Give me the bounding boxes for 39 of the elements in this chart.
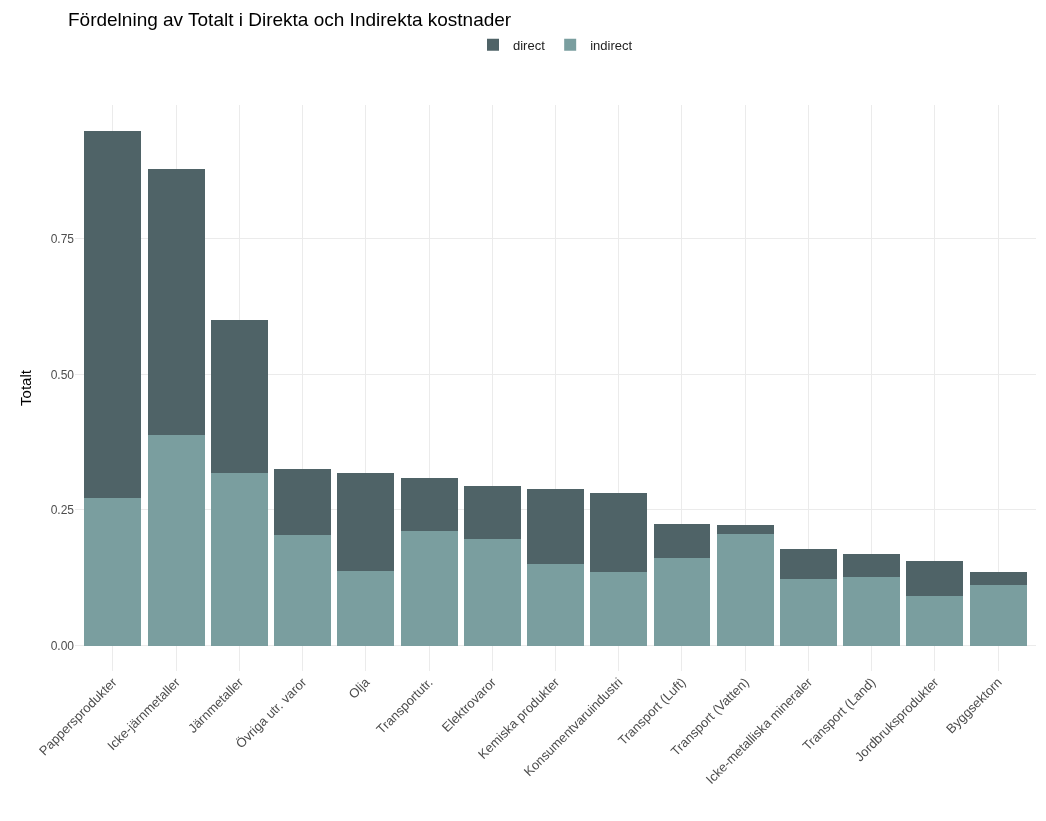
x-tick-label: Olja	[345, 674, 374, 702]
bar	[843, 554, 901, 577]
bar	[843, 576, 901, 646]
bar	[274, 535, 332, 646]
bar	[590, 571, 648, 646]
bar	[210, 320, 268, 474]
bar	[147, 168, 205, 436]
bar	[969, 571, 1027, 586]
bar	[84, 497, 142, 646]
bar	[210, 473, 268, 646]
bar	[400, 530, 458, 646]
bar	[463, 485, 521, 540]
bar	[400, 478, 458, 531]
y-tick-label: 0.25	[50, 503, 75, 518]
bar	[337, 472, 395, 571]
bar	[463, 539, 521, 646]
bar	[779, 549, 837, 580]
bar	[84, 131, 142, 498]
bar	[274, 468, 332, 536]
y-axis-title: Totalt	[16, 369, 34, 406]
y-tick-label: 0.75	[50, 232, 75, 247]
bar	[716, 534, 774, 646]
bar	[337, 570, 395, 646]
bar	[716, 525, 774, 535]
bar	[653, 557, 711, 646]
y-tick-label: 0.50	[50, 367, 75, 382]
bar	[779, 579, 837, 646]
bar	[906, 595, 964, 646]
bar	[969, 585, 1027, 646]
legend-label: direct	[513, 37, 546, 53]
chart-title: Fördelning av Totalt i Direkta och Indirekta kostnader	[67, 8, 512, 30]
bar	[906, 561, 964, 596]
bar	[653, 524, 711, 558]
bar	[590, 493, 648, 572]
legend-label: indirect	[590, 37, 633, 53]
y-tick-label: 0.00	[50, 638, 75, 653]
bar	[527, 489, 584, 565]
bar	[147, 435, 205, 646]
bar	[527, 564, 584, 646]
